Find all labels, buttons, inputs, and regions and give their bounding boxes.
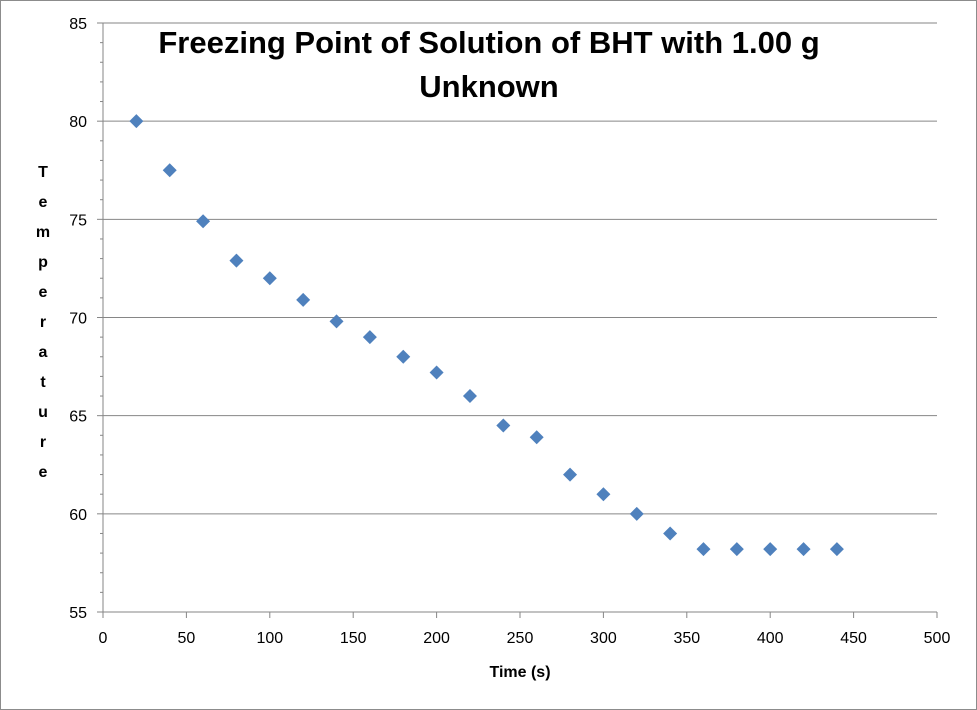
data-point bbox=[229, 253, 244, 268]
x-tick-label-400: 400 bbox=[757, 630, 784, 647]
axes bbox=[97, 22, 938, 618]
gridlines bbox=[103, 22, 937, 515]
data-point bbox=[129, 114, 144, 129]
data-point bbox=[796, 542, 811, 557]
x-tick-label-300: 300 bbox=[590, 630, 617, 647]
data-point bbox=[529, 430, 544, 445]
data-point bbox=[663, 526, 678, 541]
data-points bbox=[129, 114, 844, 557]
data-point bbox=[629, 506, 644, 521]
chart-title-line-2: Unknown bbox=[419, 69, 559, 104]
data-point bbox=[262, 271, 277, 286]
chart-title-line-1: Freezing Point of Solution of BHT with 1… bbox=[158, 25, 819, 60]
data-point bbox=[763, 542, 778, 557]
x-tick-label-250: 250 bbox=[507, 630, 534, 647]
y-tick-labels: 55 60 65 70 75 80 85 bbox=[69, 16, 87, 622]
y-axis-label-letter: p bbox=[38, 254, 48, 271]
data-point bbox=[496, 418, 511, 433]
y-tick-label-55: 55 bbox=[69, 605, 87, 622]
y-tick-label-65: 65 bbox=[69, 409, 87, 426]
y-axis-label-letter: e bbox=[39, 194, 48, 211]
x-tick-label-200: 200 bbox=[423, 630, 450, 647]
data-point bbox=[196, 214, 211, 229]
data-point bbox=[596, 487, 611, 502]
x-tick-label-150: 150 bbox=[340, 630, 367, 647]
x-tick-label-500: 500 bbox=[924, 630, 951, 647]
data-point bbox=[296, 292, 311, 307]
x-tick-label-100: 100 bbox=[256, 630, 283, 647]
y-axis-label-letter: r bbox=[40, 314, 46, 331]
y-tick-label-75: 75 bbox=[69, 212, 87, 229]
y-tick-label-70: 70 bbox=[69, 311, 87, 328]
data-point bbox=[729, 542, 744, 557]
x-tick-label-350: 350 bbox=[673, 630, 700, 647]
y-axis-label-letter: u bbox=[38, 404, 48, 421]
y-tick-label-80: 80 bbox=[69, 114, 87, 131]
data-point bbox=[829, 542, 844, 557]
data-point bbox=[329, 314, 344, 329]
data-point bbox=[429, 365, 444, 380]
data-point bbox=[563, 467, 578, 482]
y-axis-label-letter: a bbox=[39, 344, 48, 361]
x-axis-label: Time (s) bbox=[489, 664, 550, 681]
data-point bbox=[396, 349, 411, 364]
x-tick-label-50: 50 bbox=[178, 630, 196, 647]
y-axis-label-letter: t bbox=[40, 374, 46, 391]
y-tick-label-60: 60 bbox=[69, 507, 87, 524]
y-axis-label-letter: r bbox=[40, 434, 46, 451]
data-point bbox=[462, 389, 477, 404]
y-tick-label-85: 85 bbox=[69, 16, 87, 33]
x-tick-labels: 0 50 100 150 200 250 300 350 400 450 500 bbox=[99, 630, 951, 647]
data-point bbox=[362, 330, 377, 345]
y-axis-label-letter: e bbox=[39, 284, 48, 301]
data-point bbox=[162, 163, 177, 178]
x-tick-label-450: 450 bbox=[840, 630, 867, 647]
y-axis-label-letter: e bbox=[39, 464, 48, 481]
data-point bbox=[696, 542, 711, 557]
x-tick-label-0: 0 bbox=[99, 630, 108, 647]
y-axis-label-letter: T bbox=[38, 164, 48, 181]
y-axis-label-letter: m bbox=[36, 224, 50, 241]
